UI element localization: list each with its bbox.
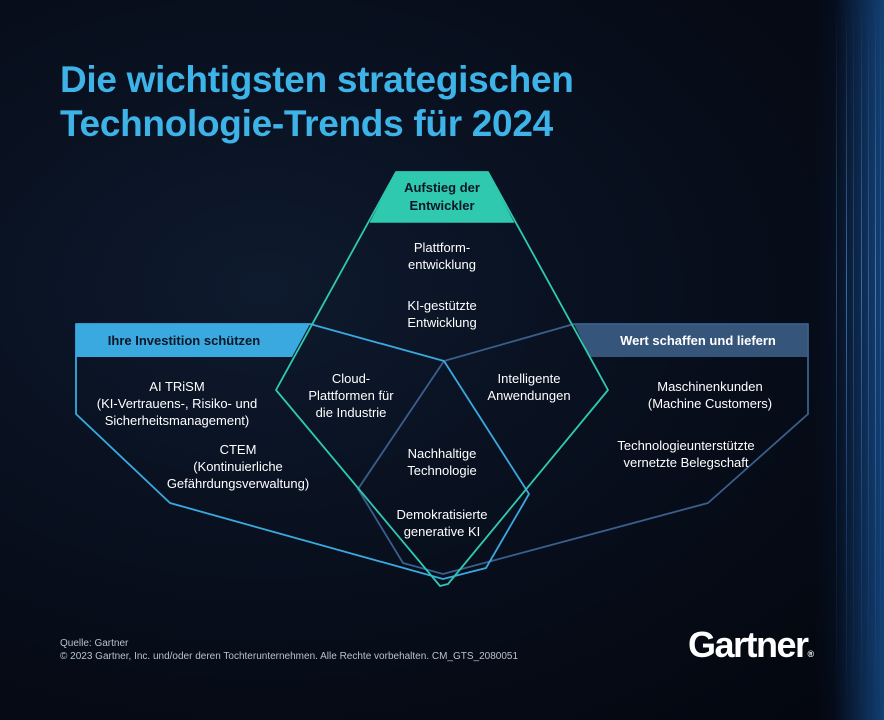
theme-header-protect-investment: Ihre Investition schützen [107, 333, 261, 348]
trend-line: entwicklung [408, 257, 476, 272]
trend-line: CTEM [219, 442, 257, 457]
trend-line: generative KI [403, 524, 481, 539]
trend-line: Technologieunterstützte [617, 438, 755, 453]
trend-line: die Industrie [315, 405, 387, 420]
trend-line: KI-gestützte [407, 298, 477, 313]
gartner-logo: Gartner® [688, 624, 814, 666]
trend-line: Plattform- [413, 240, 471, 255]
trend-line: Technologie [407, 463, 477, 478]
trend-platform-engineering: Plattform- entwicklung [376, 239, 508, 273]
top-theme-header-shape [370, 172, 514, 222]
trend-ctem: CTEM (Kontinuierliche Gefährdungsverwalt… [148, 441, 328, 492]
page-title: Die wichtigsten strategischen Technologi… [60, 58, 760, 146]
theme-top-line-2: Entwickler [409, 198, 475, 213]
trend-line: Demokratisierte [396, 507, 488, 522]
theme-header-deliver-value: Wert schaffen und liefern [620, 333, 776, 348]
right-theme-outline [357, 323, 809, 575]
trend-line: Anwendungen [487, 388, 571, 403]
logo-wordmark: Gartner [688, 624, 809, 665]
trend-line: Intelligente [497, 371, 561, 386]
trend-democratized-generative-ai: Demokratisierte generative KI [370, 506, 514, 540]
right-theme-header-shape [574, 324, 808, 357]
source-note: Quelle: Gartner [60, 638, 129, 649]
trend-line: (Kontinuierliche [193, 459, 283, 474]
copyright-note: © 2023 Gartner, Inc. und/oder deren Toch… [60, 651, 519, 662]
trend-augmented-connected-workforce: Technologieunterstützte vernetzte Belegs… [586, 437, 786, 471]
top-theme-outline [275, 171, 609, 587]
trend-line: Nachhaltige [407, 446, 477, 461]
trend-line: AI TRiSM [149, 379, 205, 394]
left-theme-outline [75, 323, 530, 580]
trend-line: (KI-Vertrauens-, Risiko- und [96, 396, 258, 411]
theme-top-line-1: Aufstieg der [404, 180, 480, 195]
trend-intelligent-applications: Intelligente Anwendungen [464, 370, 594, 404]
trend-line: Gefährdungsverwaltung) [166, 476, 310, 491]
footer: Quelle: Gartner © 2023 Gartner, Inc. und… [60, 637, 518, 663]
trend-ai-trism: AI TRiSM (KI-Vertrauens-, Risiko- und Si… [86, 378, 268, 429]
trend-line: Sicherheitsmanagement) [104, 413, 250, 428]
background-glow [814, 0, 884, 720]
trend-line: Plattformen für [308, 388, 394, 403]
trend-machine-customers: Maschinenkunden (Machine Customers) [620, 378, 800, 412]
theme-header-rise-of-developers: Aufstieg der Entwickler [372, 172, 512, 222]
title-line-2: Technologie-Trends für 2024 [60, 103, 553, 144]
trend-line: Maschinenkunden [657, 379, 763, 394]
trend-sustainable-technology: Nachhaltige Technologie [376, 445, 508, 479]
left-theme-header-shape [76, 324, 310, 357]
trend-industry-cloud-platforms: Cloud- Plattformen für die Industrie [286, 370, 416, 421]
registered-mark: ® [807, 649, 815, 659]
trend-ai-augmented-development: KI-gestützte Entwicklung [376, 297, 508, 331]
title-line-1: Die wichtigsten strategischen [60, 59, 574, 100]
trend-line: vernetzte Belegschaft [623, 455, 749, 470]
trend-line: Entwicklung [407, 315, 477, 330]
trend-line: Cloud- [331, 371, 371, 386]
trend-line: (Machine Customers) [647, 396, 773, 411]
